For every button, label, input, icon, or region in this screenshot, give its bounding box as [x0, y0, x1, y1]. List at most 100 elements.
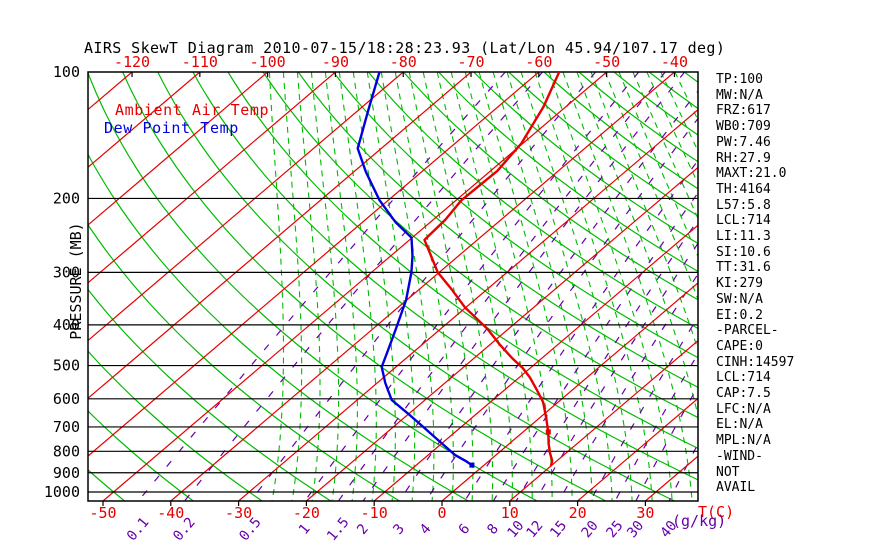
mixing-ratio-tick-label: 25: [603, 518, 626, 541]
bottom-temp-tick-label: 20: [569, 504, 587, 522]
moist-adiabat-line: [534, 72, 653, 501]
pressure-axis-label: PRESSURE (MB): [67, 222, 85, 340]
stat-line: -WIND-: [716, 448, 763, 464]
moist-adiabat-line: [590, 72, 698, 352]
stat-line: MW:N/A: [716, 87, 763, 103]
moist-adiabat-line: [408, 72, 474, 501]
moist-adiabat-line: [282, 72, 303, 501]
stat-line: L57:5.8: [716, 197, 771, 213]
ambient-temp-marker: [545, 429, 551, 435]
moist-adiabat-line: [576, 72, 698, 418]
moist-adiabat-line: [548, 72, 673, 501]
bottom-temp-tick-label: -20: [293, 504, 320, 522]
pressure-tick-label: 700: [53, 418, 80, 436]
legend-ambient-air-temp: Ambient Air Temp: [115, 101, 270, 119]
pressure-tick-label: 500: [53, 357, 80, 375]
dry-adiabat-line: [88, 153, 469, 501]
isotherm-line: [306, 166, 698, 501]
sounding-curves: [356, 72, 561, 468]
bottom-temp-tick-label: 30: [636, 504, 654, 522]
bottom-temp-tick-label: 10: [501, 504, 519, 522]
bottom-temp-tick-label: -50: [89, 504, 116, 522]
moist-adiabat-line: [618, 72, 698, 259]
isotherm-line: [509, 339, 698, 501]
stat-line: CINH:14597: [716, 354, 795, 370]
temp-unit-label: T(C): [698, 503, 734, 521]
top-temp-tick-label: -40: [661, 53, 688, 71]
stat-line: LCL:714: [716, 213, 771, 229]
mixing-ratio-tick-label: 8: [484, 521, 502, 538]
isotherm-line: [441, 282, 698, 501]
moist-adiabat-line: [506, 72, 613, 501]
dry-adiabat-line: [543, 72, 698, 190]
stat-line: TT:31.6: [716, 260, 771, 276]
bottom-temp-tick-label: 0: [437, 504, 446, 522]
pressure-tick-label: 800: [53, 442, 80, 460]
stat-line: FRZ:617: [716, 103, 771, 119]
mixing-ratio-tick-label: 15: [547, 518, 570, 541]
mixing-ratio-line: [398, 90, 698, 501]
dry-adiabat-line: [88, 288, 331, 501]
moist-adiabat-line: [422, 72, 494, 501]
moist-adiabat-line: [632, 72, 698, 220]
pressure-tick-label: 1000: [44, 483, 80, 501]
isotherm-line: [238, 108, 698, 501]
mixing-ratio-tick-label: 4: [417, 521, 435, 538]
stat-line: LCL:714: [716, 370, 771, 386]
isotherm-line: [373, 224, 698, 501]
pressure-tick-label: 200: [53, 189, 80, 207]
bottom-temp-tick-label: -10: [361, 504, 388, 522]
dry-adiabat-line: [262, 72, 698, 419]
stats-panel: TP:100 MW:N/A FRZ:617 WB0:709 PW:7.46 RH:27.9…: [716, 0, 870, 560]
stat-line: RH:27.9: [716, 150, 771, 166]
moist-adiabat-line: [646, 72, 698, 185]
stat-line: SI:10.6: [716, 244, 771, 260]
dry-adiabat-line: [473, 72, 698, 245]
top-temp-tick-label: -80: [390, 53, 417, 71]
isotherm-line: [577, 397, 698, 501]
dry-adiabat-line: [88, 72, 538, 501]
isotherm-line: [88, 72, 336, 284]
plot-border: [87, 71, 699, 502]
stat-line: EL:N/A: [716, 417, 763, 433]
mixing-ratio-tick-label: 2: [354, 521, 372, 538]
dry-adiabat-line: [297, 72, 698, 388]
top-temp-tick-label: -70: [457, 53, 484, 71]
pressure-tick-label: 100: [53, 63, 80, 81]
isotherm-line: [88, 72, 404, 342]
isotherm-line: [0, 72, 64, 501]
stat-line: NOT: [716, 464, 740, 480]
moist-adiabat-line: [660, 72, 698, 153]
dry-adiabat-line: [88, 350, 263, 501]
dry-adiabat-line: [157, 72, 675, 501]
isotherm-line: [170, 72, 675, 501]
moist-adiabat-line: [562, 72, 693, 501]
top-temp-tick-label: -90: [322, 53, 349, 71]
dry-adiabat-line: [88, 223, 400, 501]
pressure-tick-label: 400: [53, 316, 80, 334]
stat-line: WB0:709: [716, 119, 771, 135]
chart-title: AIRS SkewT Diagram 2010-07-15/18:28:23.9…: [84, 39, 726, 57]
mixing-ratio-line: [464, 159, 698, 501]
moist-adiabat-line: [478, 72, 573, 501]
stat-line: LI:11.3: [716, 229, 771, 244]
mixing-ratio-line: [362, 72, 686, 501]
grid-lines: [0, 72, 698, 501]
mixing-ratio-line: [137, 72, 506, 501]
moist-adiabat-line: [450, 72, 533, 501]
dry-adiabat-line: [332, 72, 698, 359]
mixing-unit-label: (g/kg): [672, 512, 726, 530]
top-temp-tick-label: -60: [525, 53, 552, 71]
mixing-ratio-tick-label: 3: [390, 521, 408, 538]
stat-line: SW:N/A: [716, 291, 763, 307]
stat-line: LFC:N/A: [716, 401, 771, 417]
isotherm-line: [88, 72, 269, 226]
moist-adiabat-line: [338, 72, 377, 501]
mixing-ratio-line: [304, 72, 640, 501]
stat-line: MPL:N/A: [716, 433, 771, 449]
pressure-tick-label: 900: [53, 464, 80, 482]
mixing-ratio-tick-label: 12: [523, 518, 546, 541]
dry-adiabat-line: [192, 72, 698, 481]
moist-adiabat-line: [492, 72, 593, 501]
